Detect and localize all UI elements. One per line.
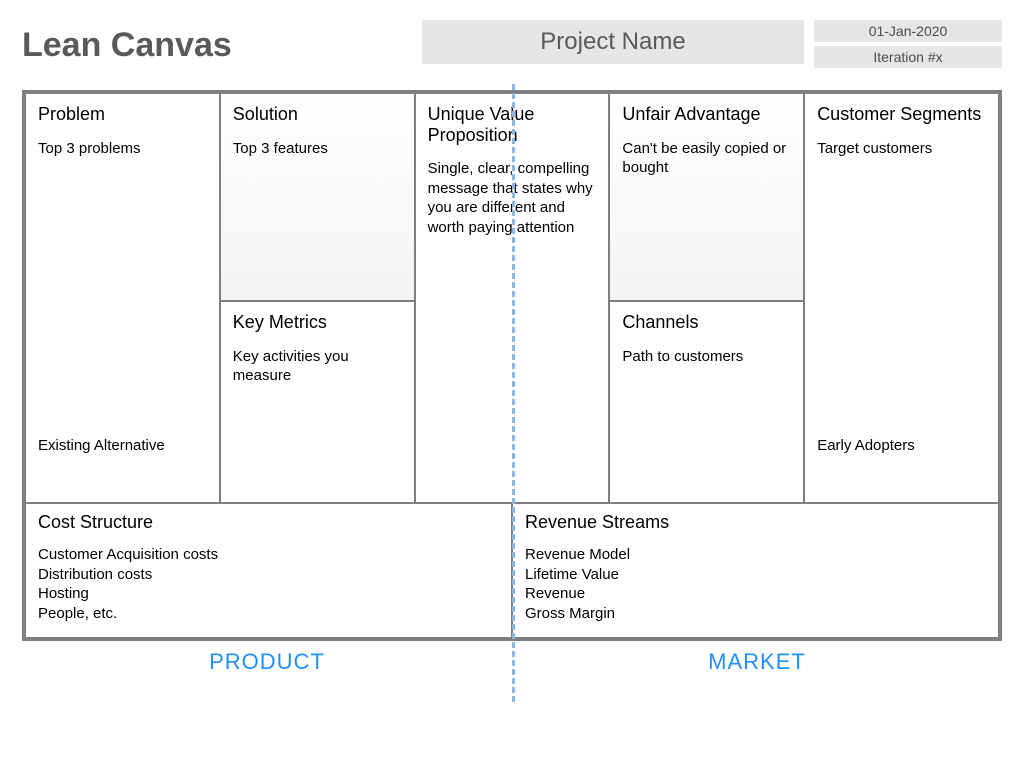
footer-labels: PRODUCT MARKET — [22, 649, 1002, 675]
cell-footer: Existing Alternative — [38, 437, 165, 454]
cell-solution[interactable]: Solution Top 3 features — [220, 93, 415, 301]
cell-title: Revenue Streams — [525, 512, 986, 533]
cell-revenue-streams[interactable]: Revenue Streams Revenue Model Lifetime V… — [512, 503, 999, 638]
cell-desc: Target customers — [817, 139, 986, 159]
cell-channels[interactable]: Channels Path to customers — [609, 301, 804, 503]
cell-uvp[interactable]: Unique Value Proposition Single, clear, … — [415, 93, 610, 503]
project-name-field[interactable]: Project Name — [422, 20, 804, 64]
label-product: PRODUCT — [22, 649, 512, 675]
cell-cost-structure[interactable]: Cost Structure Customer Acquisition cost… — [25, 503, 512, 638]
date-field[interactable]: 01-Jan-2020 — [814, 20, 1002, 42]
cell-title: Unique Value Proposition — [428, 104, 597, 145]
bottom-grid: Cost Structure Customer Acquisition cost… — [25, 503, 999, 638]
iteration-field[interactable]: Iteration #x — [814, 46, 1002, 68]
cell-desc: Can't be easily copied or bought — [622, 139, 791, 178]
cell-desc: Key activities you measure — [233, 347, 402, 386]
cell-title: Problem — [38, 104, 207, 125]
cell-key-metrics[interactable]: Key Metrics Key activities you measure — [220, 301, 415, 503]
top-grid: Problem Top 3 problems Existing Alternat… — [25, 93, 999, 503]
cell-footer: Early Adopters — [817, 437, 915, 454]
page-title: Lean Canvas — [22, 26, 412, 65]
cell-desc: Top 3 problems — [38, 139, 207, 159]
header: Lean Canvas Project Name 01-Jan-2020 Ite… — [22, 20, 1002, 68]
cell-desc: Customer Acquisition costs Distribution … — [38, 545, 499, 623]
cell-desc: Top 3 features — [233, 139, 402, 159]
cell-title: Channels — [622, 312, 791, 333]
lean-canvas: Problem Top 3 problems Existing Alternat… — [22, 90, 1002, 641]
cell-desc: Single, clear, compelling message that s… — [428, 159, 597, 237]
canvas-wrap: Problem Top 3 problems Existing Alternat… — [22, 90, 1002, 675]
cell-problem[interactable]: Problem Top 3 problems Existing Alternat… — [25, 93, 220, 503]
meta-column: 01-Jan-2020 Iteration #x — [814, 20, 1002, 68]
cell-title: Key Metrics — [233, 312, 402, 333]
cell-desc: Revenue Model Lifetime Value Revenue Gro… — [525, 545, 986, 623]
cell-title: Cost Structure — [38, 512, 499, 533]
cell-desc: Path to customers — [622, 347, 791, 367]
label-market: MARKET — [512, 649, 1002, 675]
cell-customer-segments[interactable]: Customer Segments Target customers Early… — [804, 93, 999, 503]
cell-title: Unfair Advantage — [622, 104, 791, 125]
cell-title: Customer Segments — [817, 104, 986, 125]
cell-unfair-advantage[interactable]: Unfair Advantage Can't be easily copied … — [609, 93, 804, 301]
cell-title: Solution — [233, 104, 402, 125]
